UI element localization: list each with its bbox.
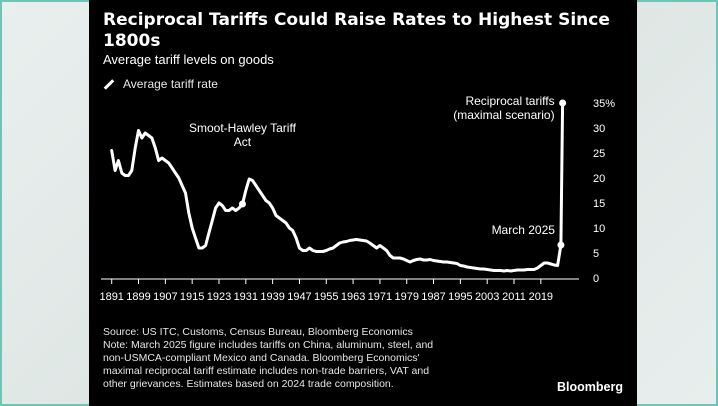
annotation-marker (557, 241, 565, 249)
annotation-label: March 2025 (492, 223, 556, 237)
footnote-line: Source: US ITC, Customs, Census Bureau, … (103, 326, 413, 338)
x-tick-label: 1907 (153, 291, 177, 303)
y-tick-label: 20 (593, 173, 605, 185)
annotation-label: (maximal scenario) (453, 108, 554, 122)
footnote-line: other grievances. Estimates based on 202… (103, 378, 394, 390)
chart-subtitle: Average tariff levels on goods (103, 52, 274, 67)
x-tick-label: 1995 (448, 291, 472, 303)
y-tick-label: 30 (593, 123, 605, 135)
x-tick-label: 1955 (314, 291, 338, 303)
annotation-marker (559, 99, 567, 107)
legend-label: Average tariff rate (123, 77, 218, 91)
x-tick-label: 1939 (260, 291, 284, 303)
x-tick-label: 1915 (180, 291, 204, 303)
footnote-line: maximal reciprocal tariff estimate inclu… (103, 365, 430, 377)
annotation-label: Act (234, 135, 252, 149)
x-tick-label: 2011 (502, 291, 526, 303)
x-tick-label: 1963 (341, 291, 365, 303)
y-tick-label: 10 (593, 223, 605, 235)
y-tick-label: 15 (593, 198, 605, 210)
x-tick-label: 1899 (126, 291, 150, 303)
annotation-label: Smoot-Hawley Tariff (189, 121, 297, 135)
x-tick-label: 1923 (207, 291, 231, 303)
bloomberg-logo: Bloomberg (557, 380, 623, 394)
chart-plot: 1891 1899 1907 1915 1923 1931 1939 1947 1955 1963… (99, 94, 615, 303)
x-tick-label: 1931 (234, 291, 258, 303)
x-tick-label: 1971 (368, 291, 392, 303)
footnote-line: non-USMCA-compliant Mexico and Canada. B… (103, 352, 420, 364)
footnote-line: Note: March 2025 figure includes tariffs… (103, 339, 434, 351)
x-tick-label: 2003 (475, 291, 499, 303)
series-line (110, 101, 565, 273)
annotation-label: Reciprocal tariffs (465, 94, 554, 108)
chart-card: Reciprocal Tariffs Could Raise Rates to … (89, 0, 637, 406)
y-tick-label: 0 (593, 273, 599, 285)
x-tick-label: 1979 (394, 291, 418, 303)
annotation-marker (238, 200, 246, 208)
footnote: Source: US ITC, Customs, Census Bureau, … (103, 326, 543, 391)
y-tick-label: 5 (593, 248, 599, 260)
x-tick-label: 1891 (99, 291, 123, 303)
x-tick-label: 1987 (421, 291, 445, 303)
chart-title: Reciprocal Tariffs Could Raise Rates to … (103, 10, 610, 51)
x-tick-label: 2019 (529, 291, 553, 303)
y-tick-label: 35% (593, 98, 615, 110)
x-tick-label: 1947 (287, 291, 311, 303)
y-tick-label: 25 (593, 148, 605, 160)
chart-legend: Average tariff rate (103, 77, 218, 91)
